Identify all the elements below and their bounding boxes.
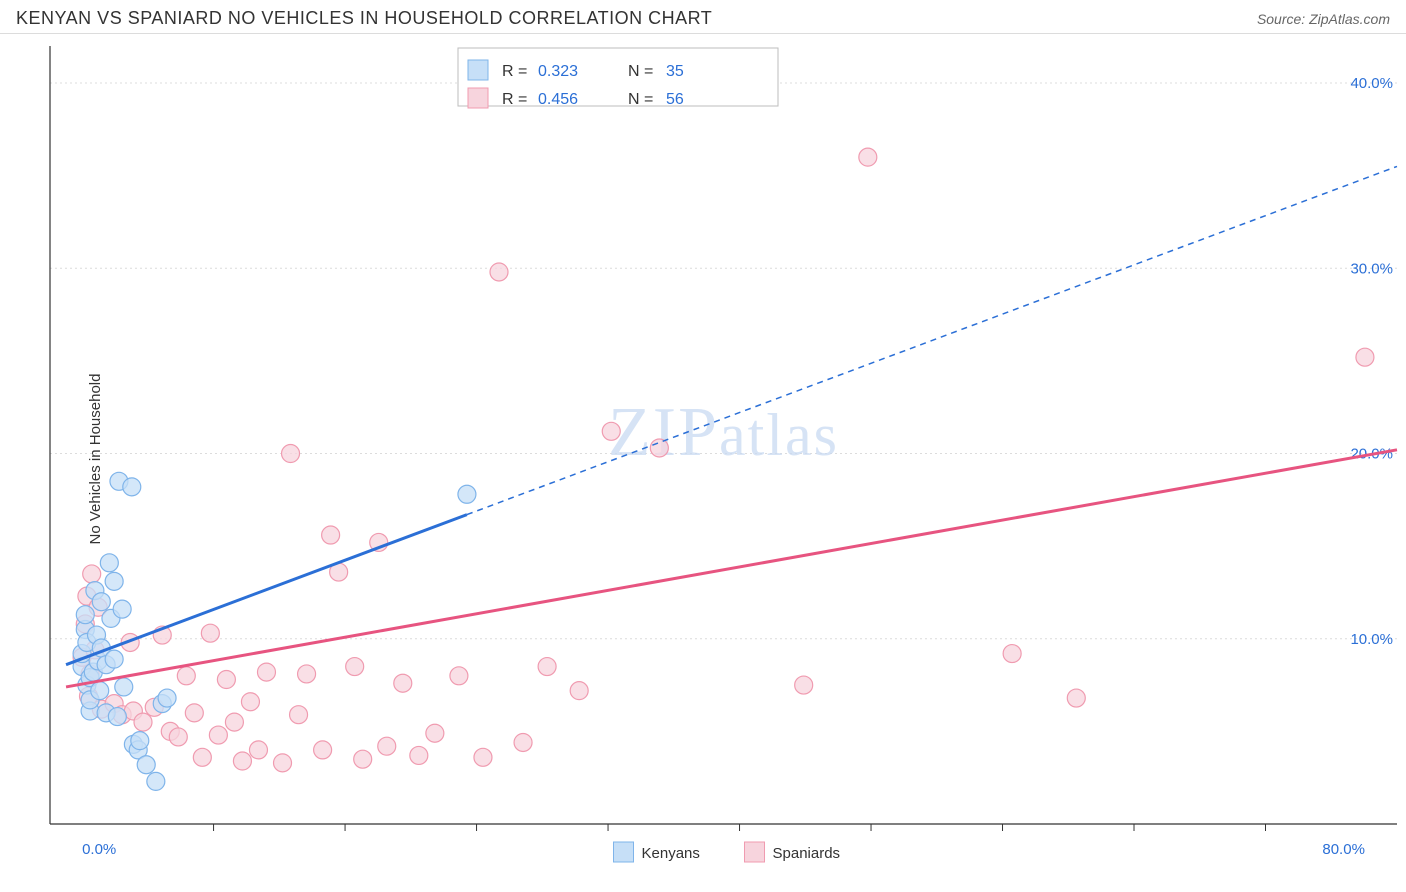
scatter-point-kenyans [158, 689, 176, 707]
source-name: ZipAtlas.com [1309, 11, 1390, 27]
scatter-point-kenyans [76, 606, 94, 624]
scatter-point-spaniards [1003, 645, 1021, 663]
scatter-point-spaniards [426, 724, 444, 742]
scatter-point-spaniards [1356, 348, 1374, 366]
chart-title: KENYAN VS SPANIARD NO VEHICLES IN HOUSEH… [16, 8, 712, 29]
scatter-point-kenyans [458, 485, 476, 503]
xtick-label: 0.0% [82, 841, 116, 858]
scatter-point-spaniards [795, 676, 813, 694]
scatter-point-spaniards [450, 667, 468, 685]
scatter-point-kenyans [108, 708, 126, 726]
corr-r-label: R = [502, 63, 527, 80]
scatter-point-spaniards [474, 748, 492, 766]
scatter-point-kenyans [123, 478, 141, 496]
corr-r-value: 0.323 [538, 63, 578, 80]
scatter-point-spaniards [322, 526, 340, 544]
legend-label: Spaniards [773, 845, 841, 862]
scatter-point-kenyans [131, 732, 149, 750]
ytick-label: 40.0% [1350, 75, 1393, 92]
corr-swatch [468, 60, 488, 80]
scatter-point-spaniards [209, 726, 227, 744]
legend-label: Kenyans [642, 845, 700, 862]
scatter-point-spaniards [193, 748, 211, 766]
scatter-point-spaniards [354, 750, 372, 768]
scatter-point-spaniards [346, 658, 364, 676]
scatter-point-kenyans [100, 554, 118, 572]
scatter-point-spaniards [241, 693, 259, 711]
corr-swatch [468, 88, 488, 108]
corr-r-label: R = [502, 91, 527, 108]
y-axis-label: No Vehicles in Household [87, 374, 104, 545]
scatter-point-spaniards [201, 624, 219, 642]
scatter-point-spaniards [298, 665, 316, 683]
scatter-point-spaniards [602, 422, 620, 440]
scatter-point-spaniards [177, 667, 195, 685]
scatter-point-kenyans [105, 572, 123, 590]
legend-swatch [745, 842, 765, 862]
scatter-point-spaniards [394, 674, 412, 692]
scatter-point-spaniards [225, 713, 243, 731]
scatter-point-spaniards [859, 148, 877, 166]
scatter-point-spaniards [650, 439, 668, 457]
scatter-point-spaniards [1067, 689, 1085, 707]
scatter-point-spaniards [233, 752, 251, 770]
xtick-label: 80.0% [1322, 841, 1365, 858]
scatter-point-spaniards [185, 704, 203, 722]
scatter-point-spaniards [134, 713, 152, 731]
watermark: ZIPatlas [608, 394, 839, 471]
scatter-point-spaniards [257, 663, 275, 681]
scatter-point-kenyans [92, 593, 110, 611]
legend-swatch [614, 842, 634, 862]
scatter-chart: 10.0%20.0%30.0%40.0%ZIPatlas0.0%80.0%R =… [0, 34, 1406, 884]
scatter-point-spaniards [274, 754, 292, 772]
scatter-point-spaniards [290, 706, 308, 724]
scatter-point-spaniards [514, 733, 532, 751]
corr-n-label: N = [628, 63, 653, 80]
scatter-point-spaniards [538, 658, 556, 676]
scatter-point-spaniards [490, 263, 508, 281]
ytick-label: 10.0% [1350, 631, 1393, 648]
scatter-point-spaniards [314, 741, 332, 759]
scatter-point-spaniards [410, 746, 428, 764]
trendline-kenyans [66, 515, 467, 665]
corr-n-value: 56 [666, 91, 684, 108]
scatter-point-kenyans [137, 756, 155, 774]
trendline-spaniards [66, 450, 1397, 687]
scatter-point-spaniards [570, 682, 588, 700]
source-prefix: Source: [1257, 11, 1309, 27]
scatter-point-kenyans [91, 682, 109, 700]
scatter-point-spaniards [249, 741, 267, 759]
corr-n-value: 35 [666, 63, 684, 80]
source-credit: Source: ZipAtlas.com [1257, 11, 1390, 27]
scatter-point-spaniards [378, 737, 396, 755]
scatter-point-kenyans [113, 600, 131, 618]
scatter-point-kenyans [115, 678, 133, 696]
chart-header: KENYAN VS SPANIARD NO VEHICLES IN HOUSEH… [0, 0, 1406, 34]
trendline-kenyans-dashed [467, 166, 1397, 514]
corr-n-label: N = [628, 91, 653, 108]
scatter-point-spaniards [282, 445, 300, 463]
chart-area: No Vehicles in Household 10.0%20.0%30.0%… [0, 34, 1406, 884]
scatter-point-kenyans [147, 772, 165, 790]
scatter-point-kenyans [105, 650, 123, 668]
ytick-label: 30.0% [1350, 260, 1393, 277]
scatter-point-spaniards [169, 728, 187, 746]
scatter-point-spaniards [217, 671, 235, 689]
corr-r-value: 0.456 [538, 91, 578, 108]
scatter-point-spaniards [83, 565, 101, 583]
